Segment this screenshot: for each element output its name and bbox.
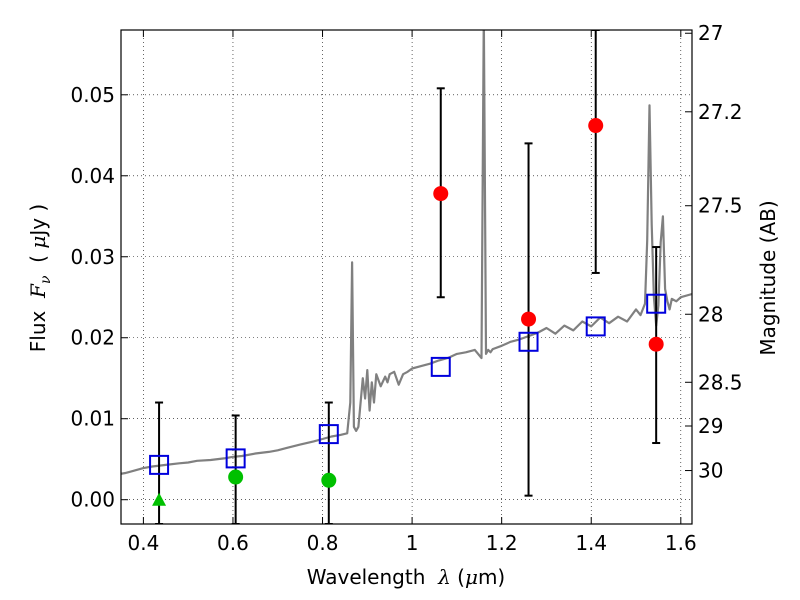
errorbars bbox=[155, 30, 661, 524]
y-tick-label: 0.01 bbox=[70, 407, 115, 431]
x-tick-label: 1.2 bbox=[486, 531, 518, 555]
right-tick-label: 30 bbox=[698, 459, 723, 483]
y-tick-label: 0.00 bbox=[70, 488, 115, 512]
x-tick-label: 0.8 bbox=[307, 531, 339, 555]
right-tick-label: 28 bbox=[698, 302, 723, 326]
blue-square-point bbox=[585, 316, 606, 337]
green-data-point bbox=[228, 469, 244, 485]
green-triangle-point bbox=[152, 492, 167, 506]
spectrum bbox=[121, 30, 692, 475]
right-tick-label: 27.2 bbox=[698, 100, 743, 124]
grid bbox=[121, 30, 692, 524]
spectrum-line bbox=[121, 30, 692, 475]
right-tick-label: 27.5 bbox=[698, 194, 743, 218]
y-tick-label: 0.03 bbox=[70, 245, 115, 269]
y-axis-label: Flux Fν ( μJy ) bbox=[26, 204, 54, 352]
blue-square-point bbox=[430, 356, 451, 377]
x-axis-label: Wavelength λ (μm) bbox=[307, 565, 506, 589]
x-tick-label: 1.6 bbox=[665, 531, 697, 555]
right-tick-label: 29 bbox=[698, 414, 723, 438]
plot-frame bbox=[120, 29, 693, 525]
y-tick-label: 0.04 bbox=[70, 164, 115, 188]
ticks: 0.4 0.6 0.8 1 1.2 1.4 1.6 0.00 0.01 0.02 0.03 0.04 0… bbox=[70, 21, 742, 555]
x-tick-label: 1 bbox=[406, 531, 419, 555]
red-data-point bbox=[521, 311, 537, 327]
green-data-point bbox=[321, 472, 337, 488]
x-tick-label: 0.6 bbox=[217, 531, 249, 555]
red-data-point bbox=[648, 336, 664, 352]
right-tick-label: 28.5 bbox=[698, 370, 743, 394]
right-axis-label: Magnitude (AB) bbox=[756, 200, 780, 355]
blue-square-point bbox=[149, 454, 170, 475]
markers bbox=[149, 118, 667, 506]
y-tick-label: 0.02 bbox=[70, 326, 115, 350]
blue-square-point bbox=[225, 448, 246, 469]
x-tick-label: 0.4 bbox=[127, 531, 159, 555]
blue-square-point bbox=[318, 424, 339, 445]
blue-square-point bbox=[518, 331, 539, 352]
red-data-point bbox=[588, 118, 604, 134]
red-data-point bbox=[433, 186, 449, 202]
y-tick-label: 0.05 bbox=[70, 83, 115, 107]
right-tick-label: 27 bbox=[698, 21, 723, 45]
x-tick-label: 1.4 bbox=[575, 531, 607, 555]
blue-square-point bbox=[646, 293, 667, 314]
